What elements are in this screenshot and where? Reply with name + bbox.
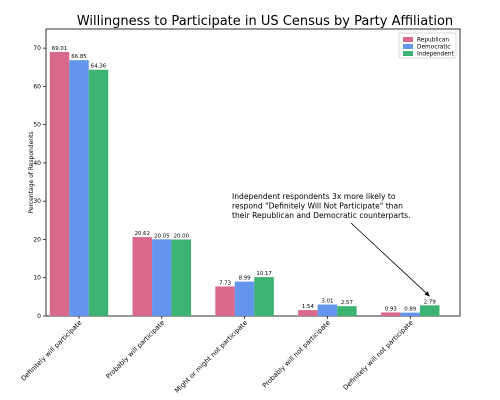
bar-republican-0 <box>49 51 70 317</box>
chart-annotation: Independent respondents 3x more likely t… <box>232 192 430 297</box>
bar-democratic-1 <box>152 239 172 316</box>
data-label: 20.62 <box>135 231 150 237</box>
data-label: 0.89 <box>404 307 417 313</box>
x-tick-label: Definitely will participate <box>19 319 83 383</box>
legend-label: Independent <box>417 52 454 58</box>
bar-democratic-0 <box>69 60 89 316</box>
chart-title: Willingness to Participate in US Census … <box>77 14 453 29</box>
y-tick-label: 50 <box>33 122 41 129</box>
y-tick-label: 70 <box>33 45 41 52</box>
data-label: 8.99 <box>239 276 252 282</box>
annotation-text: their Republican and Democratic counterp… <box>232 211 411 220</box>
bar-independent-2 <box>254 277 274 316</box>
data-label: 69.01 <box>52 46 67 52</box>
data-label: 20.05 <box>154 233 169 239</box>
legend-swatch <box>403 51 413 56</box>
annotation-arrow-head <box>424 291 430 297</box>
annotation-text: respond "Definitely Will Not Participate… <box>232 202 403 211</box>
data-label: 2.79 <box>424 299 437 305</box>
y-tick-label: 60 <box>33 83 41 90</box>
chart-bars <box>49 51 440 317</box>
legend-box <box>398 32 457 59</box>
bar-republican-1 <box>132 237 153 316</box>
data-label: 0.93 <box>385 306 397 312</box>
legend-swatch <box>403 44 413 49</box>
y-tick-label: 30 <box>33 198 41 205</box>
y-tick-label: 20 <box>33 236 41 243</box>
bar-republican-3 <box>298 310 318 316</box>
bar-democratic-4 <box>400 312 420 316</box>
y-tick-label: 0 <box>37 313 41 320</box>
bar-independent-1 <box>171 239 192 316</box>
data-label: 3.01 <box>321 298 333 304</box>
bar-independent-0 <box>88 69 109 317</box>
x-tick-label: Probably will not participate <box>261 319 332 390</box>
chart-data-labels: 69.01 20.62 7.73 1.54 0.93 66.85 20.05 8.99 3.01… <box>52 46 436 313</box>
data-label: 1.54 <box>302 304 315 310</box>
legend-swatch <box>403 37 413 42</box>
data-label: 2.57 <box>341 300 353 306</box>
y-axis-label: Percentage of Respondents <box>28 131 35 213</box>
x-tick-label: Might or might not participate <box>173 319 249 395</box>
bar-independent-3 <box>337 306 357 316</box>
bar-independent-4 <box>419 305 440 316</box>
data-label: 20.00 <box>174 233 190 239</box>
x-tick-label: Probably will participate <box>104 319 166 381</box>
legend-label: Republican <box>417 38 449 44</box>
data-label: 64.36 <box>91 64 107 70</box>
legend-label: Democratic <box>417 45 450 51</box>
data-label: 10.17 <box>256 271 271 277</box>
bar-democratic-3 <box>317 304 338 316</box>
x-tick-label: Definitely will not participate <box>342 319 415 392</box>
annotation-text: Independent respondents 3x more likely t… <box>232 192 396 201</box>
data-label: 66.85 <box>71 54 86 60</box>
y-tick-label: 40 <box>33 160 41 167</box>
bar-republican-2 <box>215 286 235 316</box>
bar-republican-4 <box>380 312 401 316</box>
annotation-arrow-line <box>350 222 430 297</box>
data-label: 7.73 <box>219 280 231 286</box>
y-tick-label: 10 <box>33 275 41 282</box>
bar-democratic-2 <box>234 281 255 316</box>
